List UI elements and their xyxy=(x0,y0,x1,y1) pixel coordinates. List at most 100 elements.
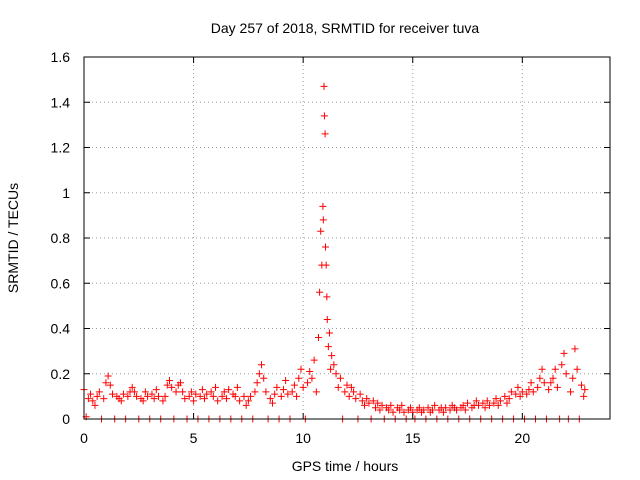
data-point xyxy=(117,397,125,405)
data-point xyxy=(481,404,489,412)
y-tick-label: 1.4 xyxy=(51,94,71,110)
data-point xyxy=(124,392,132,400)
data-point xyxy=(152,386,160,394)
data-point xyxy=(89,397,97,405)
data-point xyxy=(293,392,301,400)
data-point xyxy=(512,390,520,398)
data-point xyxy=(343,381,351,389)
data-point xyxy=(396,406,404,414)
grid xyxy=(84,57,610,419)
data-point xyxy=(485,401,493,409)
data-point xyxy=(538,365,546,373)
data-point xyxy=(139,397,147,405)
data-point xyxy=(365,399,373,407)
data-point xyxy=(108,390,116,398)
data-point xyxy=(279,386,287,394)
data-point xyxy=(428,406,436,414)
data-point xyxy=(549,374,557,382)
data-point xyxy=(553,383,561,391)
data-point xyxy=(181,395,189,403)
data-point xyxy=(320,82,328,90)
data-point xyxy=(155,392,163,400)
data-point xyxy=(315,334,323,342)
data-point xyxy=(304,379,312,387)
data-point xyxy=(319,216,327,224)
data-point xyxy=(371,404,379,412)
data-point xyxy=(578,381,586,389)
data-point xyxy=(350,388,358,396)
data-point xyxy=(562,370,570,378)
data-point xyxy=(104,372,112,380)
data-point xyxy=(490,399,498,407)
data-point xyxy=(446,406,454,414)
y-tick-label: 0.8 xyxy=(51,230,71,246)
data-point xyxy=(187,388,195,396)
data-point xyxy=(288,388,296,396)
data-point xyxy=(220,388,228,396)
y-tick-label: 1.2 xyxy=(51,140,71,156)
data-point xyxy=(505,395,513,403)
data-point xyxy=(214,397,222,405)
data-point xyxy=(225,386,233,394)
data-point xyxy=(209,392,217,400)
data-point xyxy=(501,392,509,400)
x-axis-title: GPS time / hours xyxy=(292,458,399,474)
data-point xyxy=(580,392,588,400)
data-point xyxy=(472,397,480,405)
data-point xyxy=(297,365,305,373)
data-point xyxy=(492,395,500,403)
data-point xyxy=(207,388,215,396)
data-point xyxy=(159,397,167,405)
data-point xyxy=(93,392,101,400)
data-point xyxy=(161,392,169,400)
data-point xyxy=(312,388,320,396)
data-point xyxy=(494,401,502,409)
data-point xyxy=(529,388,537,396)
data-point xyxy=(324,343,332,351)
data-point xyxy=(165,377,173,385)
data-point xyxy=(87,390,95,398)
data-point xyxy=(479,399,487,407)
data-point xyxy=(547,379,555,387)
data-point xyxy=(439,408,447,416)
data-point xyxy=(260,374,268,382)
data-point xyxy=(100,395,108,403)
data-point xyxy=(233,383,241,391)
data-point xyxy=(424,404,432,412)
data-point xyxy=(514,383,522,391)
data-point xyxy=(407,404,415,412)
data-point xyxy=(322,261,330,269)
x-tick-label: 20 xyxy=(515,430,531,446)
data-point xyxy=(198,386,206,394)
data-point xyxy=(527,379,535,387)
data-point xyxy=(323,293,331,301)
data-point xyxy=(345,392,353,400)
data-point xyxy=(459,401,467,409)
data-point xyxy=(378,401,386,409)
data-point xyxy=(244,397,252,405)
y-tick-label: 0.6 xyxy=(51,275,71,291)
data-point xyxy=(420,406,428,414)
data-point xyxy=(317,227,325,235)
y-axis-title: SRMTID / TECUs xyxy=(5,183,21,293)
data-point xyxy=(507,388,515,396)
data-point xyxy=(573,365,581,373)
data-point xyxy=(320,112,328,120)
data-point xyxy=(273,383,281,391)
data-point xyxy=(266,395,274,403)
data-point xyxy=(306,367,314,375)
data-point xyxy=(569,374,577,382)
data-point xyxy=(253,379,261,387)
data-point xyxy=(130,388,138,396)
data-point xyxy=(475,401,482,409)
data-point xyxy=(133,392,141,400)
data-point xyxy=(141,388,149,396)
data-point xyxy=(341,388,349,396)
data-point xyxy=(148,390,156,398)
data-point xyxy=(558,361,566,369)
data-point xyxy=(385,406,393,414)
data-point xyxy=(242,401,250,409)
data-point xyxy=(431,401,439,409)
data-point xyxy=(336,374,344,382)
data-point xyxy=(571,345,579,353)
